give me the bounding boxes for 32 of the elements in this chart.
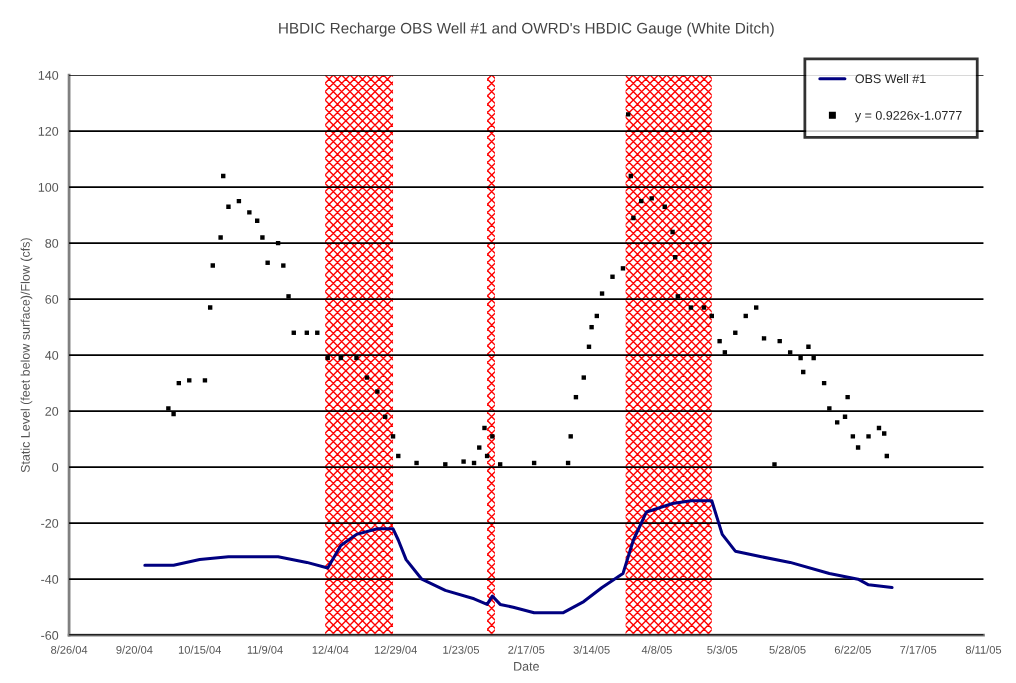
x-tick-label: 6/22/05 [834, 645, 871, 654]
y-tick-label: 20 [45, 406, 59, 416]
x-tick-label: 8/26/04 [51, 645, 88, 654]
y-tick-label: 100 [38, 182, 59, 192]
x-tick-label: 9/20/04 [116, 645, 153, 654]
x-tick-label: 4/8/05 [641, 645, 672, 654]
x-tick-label: 12/29/04 [374, 645, 417, 654]
x-tick-label: 7/17/05 [900, 645, 937, 654]
x-tick-label: 5/28/05 [769, 645, 806, 654]
x-tick-label: 2/17/05 [508, 645, 545, 654]
x-tick-label: 3/14/05 [573, 645, 610, 654]
y-tick-label: 0 [52, 462, 59, 472]
y-tick-label: -20 [41, 518, 59, 528]
y-axis-title: Static Level (feet below surface)/Flow (cfs) [20, 238, 33, 473]
legend-label: y = 0.9226x-1.0777 [854, 110, 962, 123]
x-axis-title: Date [514, 661, 539, 671]
x-tick-label: 1/23/05 [443, 645, 480, 654]
y-tick-label: 80 [45, 238, 59, 248]
x-tick-label: 11/9/04 [247, 645, 283, 654]
x-tick-label: 8/11/05 [965, 645, 1002, 654]
x-tick-label: 12/4/04 [312, 645, 349, 654]
legend-label: OBS Well #1 [855, 73, 926, 84]
x-tick-label: 5/3/05 [707, 645, 738, 654]
y-tick-label: 60 [45, 294, 59, 304]
y-tick-label: -60 [41, 630, 59, 640]
chart-title: HBDIC Recharge OBS Well #1 and OWRD's HBDIC Gauge (White Ditch) [279, 22, 774, 37]
y-tick-label: -40 [41, 574, 59, 584]
y-tick-label: 40 [45, 350, 59, 360]
line-series [143, 499, 894, 615]
y-tick-label: 120 [38, 126, 59, 136]
x-tick-label: 10/15/04 [178, 645, 222, 654]
y-tick-label: 140 [38, 70, 59, 80]
